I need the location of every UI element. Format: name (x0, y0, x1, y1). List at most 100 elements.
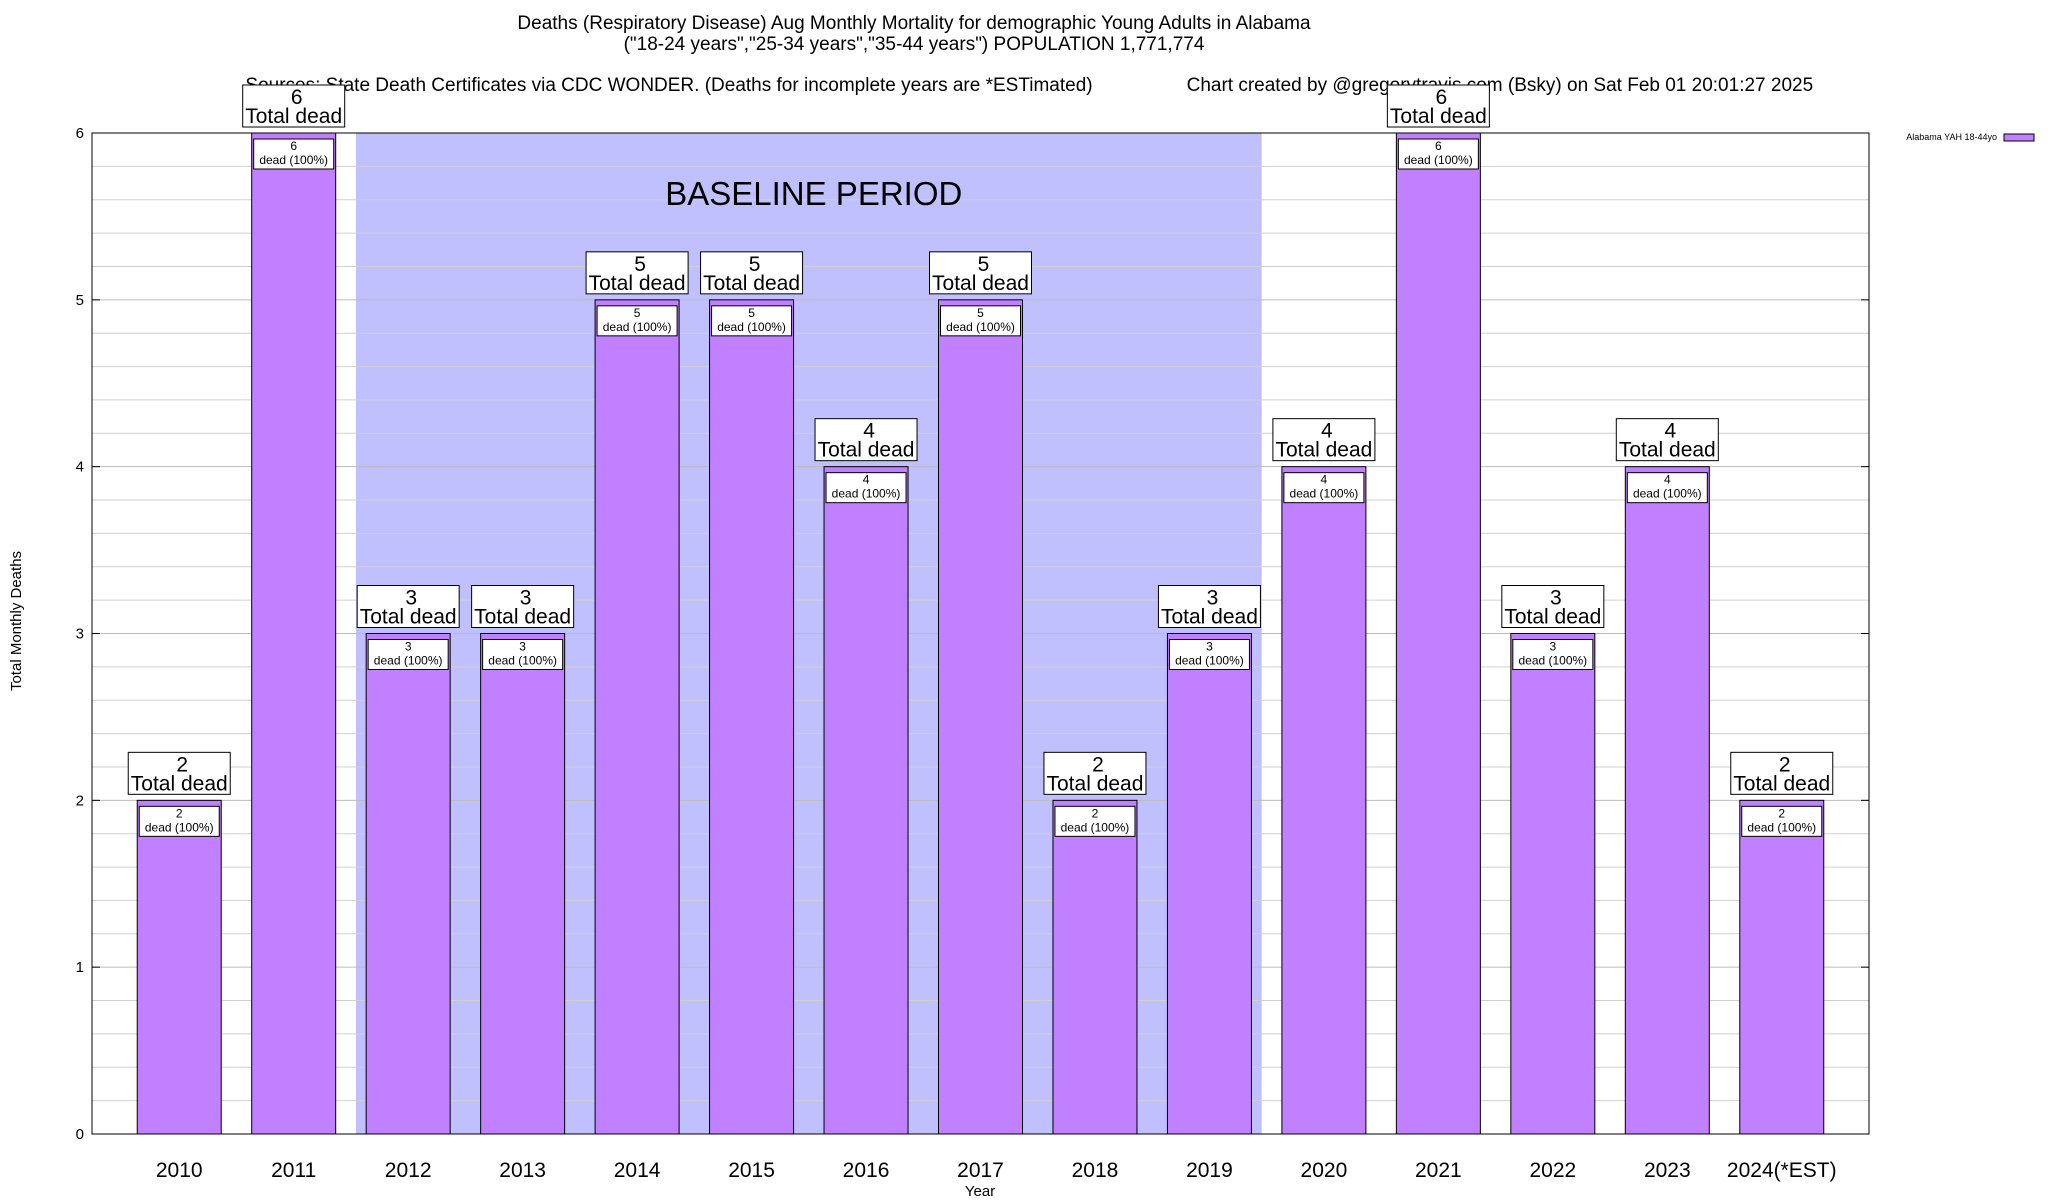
bar (594, 299, 680, 1135)
y-tick-label: 2 (76, 792, 84, 809)
x-tick-label: 2022 (1529, 1159, 1576, 1182)
bar-inner-suffix: dead (100%) (1747, 820, 1816, 834)
bar-inner-label-box (711, 305, 793, 337)
bar-top-label-box (700, 251, 804, 295)
bar (1739, 799, 1825, 1135)
bar-top-value: 4 (1664, 420, 1676, 443)
bar-top-label-box (1272, 418, 1376, 462)
bar (1166, 633, 1252, 1135)
bar-top-value: 2 (176, 753, 188, 776)
bar (480, 633, 566, 1135)
bar-inner-label-box (596, 305, 678, 337)
bar-inner-suffix: dead (100%) (1061, 820, 1130, 834)
bar-inner-suffix: dead (100%) (1175, 654, 1244, 668)
bar-top-label-box (1730, 751, 1834, 795)
bar-top-label-box (1386, 84, 1490, 128)
bar-top-suffix: Total dead (1504, 606, 1601, 629)
bars-layer (136, 132, 1825, 1135)
bar-inner-label-box (367, 639, 449, 670)
x-tick-label: 2021 (1415, 1159, 1462, 1182)
x-tick-label: 2019 (1186, 1159, 1233, 1182)
bar-top-suffix: Total dead (474, 606, 571, 629)
x-tick-label: 2010 (156, 1159, 203, 1182)
bar-inner-label-box (138, 805, 220, 837)
bar-inner-suffix: dead (100%) (1633, 487, 1702, 501)
bar-inner-value: 4 (863, 473, 870, 487)
bar-inner-suffix: dead (100%) (832, 487, 901, 501)
x-axis-title: Year (965, 1183, 995, 1200)
bar-top-suffix: Total dead (818, 439, 915, 462)
bar-top-value: 2 (1092, 753, 1104, 776)
y-tick-label: 6 (76, 125, 84, 142)
bar-top-value: 5 (749, 253, 761, 276)
bar-top-value: 4 (1321, 420, 1333, 443)
bar-inner-label-box (940, 305, 1021, 337)
legend-swatch (2003, 133, 2035, 142)
bar-inner-value: 5 (748, 306, 755, 320)
bar-inner-suffix: dead (100%) (145, 820, 214, 834)
bar-inner-suffix: dead (100%) (488, 654, 557, 668)
bar (1510, 633, 1596, 1135)
bar (365, 633, 451, 1135)
legend-label: Alabama YAH 18-44yo (1906, 132, 1997, 142)
bar-top-value: 3 (1550, 587, 1562, 610)
chart-title: Deaths (Respiratory Disease) Aug Monthly… (517, 13, 1311, 34)
x-tick-label: 2020 (1301, 1159, 1348, 1182)
bar (1281, 466, 1367, 1135)
x-tick-label: 2011 (271, 1159, 316, 1182)
bar-top-suffix: Total dead (1733, 772, 1830, 795)
x-tick-label: 2012 (385, 1159, 432, 1182)
bar-top-value: 3 (1207, 587, 1219, 610)
bar-inner-value: 3 (1206, 640, 1213, 654)
bar-top-value: 6 (1436, 86, 1448, 109)
bar-top-suffix: Total dead (131, 772, 228, 795)
bar-inner-label-box (1741, 805, 1823, 837)
bar-inner-value: 2 (1778, 806, 1785, 820)
bar-inner-suffix: dead (100%) (374, 654, 443, 668)
x-tick-label: 2014 (614, 1159, 661, 1182)
bar-inner-label-box (1397, 138, 1479, 170)
bar-inner-label-box (482, 639, 564, 670)
bar-top-suffix: Total dead (589, 272, 686, 295)
legend: Alabama YAH 18-44yo (1906, 132, 2035, 142)
bar-inner-suffix: dead (100%) (259, 153, 328, 167)
bar-inner-value: 6 (1435, 139, 1442, 153)
y-tick-label: 0 (76, 1126, 84, 1143)
bar-top-suffix: Total dead (245, 105, 342, 128)
bar-inner-value: 3 (405, 640, 412, 654)
bar-top-suffix: Total dead (1161, 606, 1258, 629)
bar (1395, 132, 1481, 1135)
bar-inner-value: 2 (176, 806, 183, 820)
bar-inner-suffix: dead (100%) (1290, 487, 1359, 501)
bar (823, 466, 909, 1135)
bar-top-value: 3 (405, 587, 417, 610)
x-tick-label: 2024(*EST) (1727, 1159, 1837, 1182)
bar-inner-label-box (1512, 639, 1594, 670)
bar (938, 299, 1023, 1135)
bar-inner-label-box (1054, 805, 1136, 837)
bar-inner-label-box (1626, 472, 1708, 504)
bar-inner-label-box (1168, 639, 1250, 670)
bar-top-value: 2 (1779, 753, 1791, 776)
bar-inner-label-box (1283, 472, 1365, 504)
bar (1052, 799, 1138, 1135)
y-tick-label: 1 (76, 959, 84, 976)
bar-top-suffix: Total dead (703, 272, 800, 295)
bar-top-value: 4 (863, 420, 875, 443)
bar-inner-value: 4 (1664, 473, 1671, 487)
bar-top-suffix: Total dead (1390, 105, 1487, 128)
bar-inner-value: 6 (290, 139, 297, 153)
bar-top-label-box (1615, 418, 1719, 462)
bar (251, 132, 337, 1135)
x-tick-label: 2016 (843, 1159, 890, 1182)
bar-top-label-box (356, 585, 460, 628)
y-tick-label: 4 (76, 459, 84, 476)
x-tick-label: 2018 (1072, 1159, 1119, 1182)
bar-inner-value: 5 (977, 306, 984, 320)
bar-top-suffix: Total dead (932, 272, 1029, 295)
bar-top-label-box (1157, 585, 1261, 628)
bar-top-value: 5 (978, 253, 990, 276)
bar-top-label-box (814, 418, 918, 462)
y-tick-label: 5 (76, 292, 84, 309)
